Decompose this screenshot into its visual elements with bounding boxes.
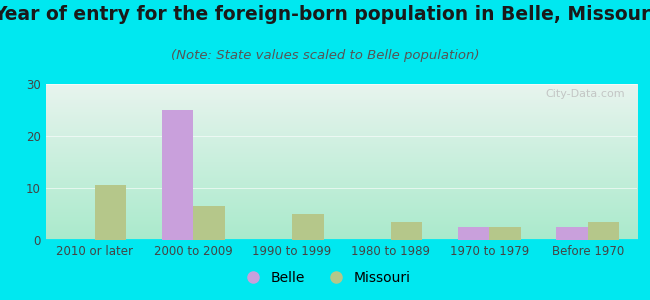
Text: Year of entry for the foreign-born population in Belle, Missouri: Year of entry for the foreign-born popul… [0,4,650,23]
Bar [194,206,225,240]
Bar [458,227,489,240]
Bar [391,222,422,240]
Bar [556,227,588,240]
Bar [588,222,619,240]
Bar [95,185,126,240]
Text: City-Data.com: City-Data.com [545,89,625,99]
Bar [162,110,194,240]
Bar [292,214,324,240]
Bar [489,227,521,240]
Legend: Belle, Missouri: Belle, Missouri [233,265,417,290]
Text: (Note: State values scaled to Belle population): (Note: State values scaled to Belle popu… [171,50,479,62]
